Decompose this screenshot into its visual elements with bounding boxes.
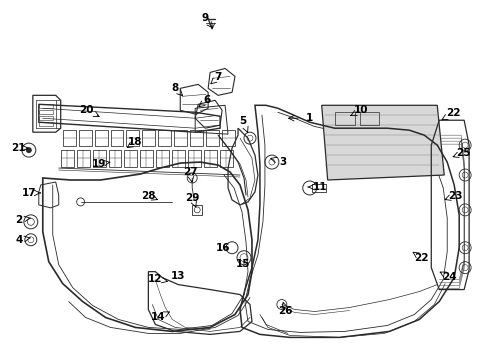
Text: 22: 22	[413, 253, 427, 263]
Circle shape	[26, 147, 32, 153]
Text: 1: 1	[305, 113, 313, 123]
Text: 22: 22	[445, 108, 460, 118]
Text: 23: 23	[447, 191, 462, 201]
Text: 16: 16	[215, 243, 230, 253]
Text: 26: 26	[278, 306, 292, 316]
Text: 7: 7	[214, 72, 222, 82]
Text: 12: 12	[148, 274, 163, 284]
Text: 3: 3	[279, 157, 286, 167]
Text: 25: 25	[455, 148, 469, 158]
Text: 27: 27	[183, 167, 197, 177]
Text: 5: 5	[239, 116, 246, 126]
Text: 10: 10	[354, 105, 368, 115]
Text: 13: 13	[171, 271, 185, 281]
Text: 20: 20	[79, 105, 94, 115]
Text: 28: 28	[141, 191, 155, 201]
Text: 17: 17	[21, 188, 36, 198]
Text: 11: 11	[312, 182, 326, 192]
Text: 14: 14	[151, 312, 165, 323]
Text: 9: 9	[201, 13, 208, 23]
Text: 24: 24	[441, 272, 456, 282]
Text: 18: 18	[128, 137, 142, 147]
Text: 15: 15	[235, 259, 250, 269]
Text: 4: 4	[15, 235, 22, 245]
Text: 2: 2	[15, 215, 22, 225]
Polygon shape	[321, 105, 443, 180]
Text: 29: 29	[184, 193, 199, 203]
Text: 21: 21	[11, 143, 25, 153]
Text: 19: 19	[91, 159, 105, 169]
Text: 6: 6	[203, 95, 210, 105]
Text: 8: 8	[171, 84, 179, 93]
